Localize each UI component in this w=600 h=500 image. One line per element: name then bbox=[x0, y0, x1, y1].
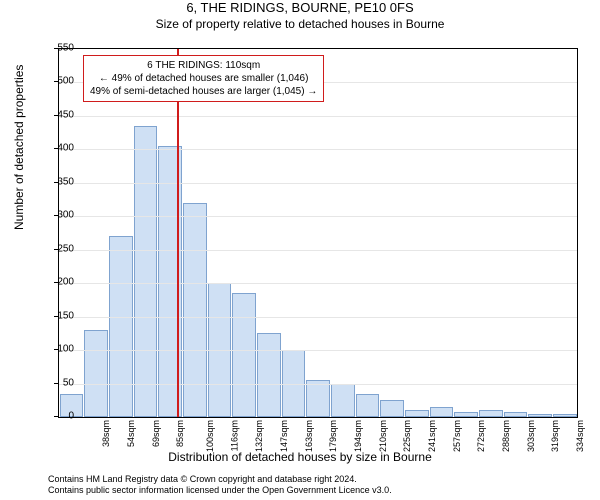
xtick-label: 147sqm bbox=[279, 420, 289, 452]
footer-line1: Contains HM Land Registry data © Crown c… bbox=[48, 474, 392, 485]
gridline bbox=[59, 384, 577, 385]
xtick-label: 163sqm bbox=[304, 420, 314, 452]
footer-line2: Contains public sector information licen… bbox=[48, 485, 392, 496]
gridline bbox=[59, 250, 577, 251]
xtick-label: 69sqm bbox=[151, 420, 161, 447]
gridline bbox=[59, 283, 577, 284]
ytick-label: 250 bbox=[44, 243, 74, 254]
ytick-label: 200 bbox=[44, 277, 74, 288]
xtick-label: 241sqm bbox=[427, 420, 437, 452]
gridline bbox=[59, 216, 577, 217]
ytick-label: 100 bbox=[44, 344, 74, 355]
x-axis-label: Distribution of detached houses by size … bbox=[0, 450, 600, 464]
histogram-bar bbox=[504, 412, 528, 417]
chart-subtitle: Size of property relative to detached ho… bbox=[0, 17, 600, 31]
xtick-label: 38sqm bbox=[101, 420, 111, 447]
gridline bbox=[59, 149, 577, 150]
histogram-bar bbox=[183, 203, 207, 417]
xtick-label: 132sqm bbox=[254, 420, 264, 452]
ytick-label: 0 bbox=[44, 411, 74, 422]
ytick-label: 150 bbox=[44, 310, 74, 321]
annotation-line1: 6 THE RIDINGS: 110sqm bbox=[90, 59, 317, 72]
histogram-bar bbox=[479, 410, 503, 417]
histogram-bar bbox=[454, 412, 478, 417]
xtick-label: 54sqm bbox=[126, 420, 136, 447]
gridline bbox=[59, 116, 577, 117]
histogram-bar bbox=[109, 236, 133, 417]
histogram-bar bbox=[380, 400, 404, 417]
histogram-bar bbox=[84, 330, 108, 417]
gridline bbox=[59, 183, 577, 184]
histogram-bar bbox=[430, 407, 454, 417]
chart-title: 6, THE RIDINGS, BOURNE, PE10 0FS bbox=[0, 0, 600, 15]
annotation-line3: 49% of semi-detached houses are larger (… bbox=[90, 85, 317, 98]
xtick-label: 319sqm bbox=[550, 420, 560, 452]
footer-attribution: Contains HM Land Registry data © Crown c… bbox=[48, 474, 392, 496]
xtick-label: 100sqm bbox=[205, 420, 215, 452]
xtick-label: 85sqm bbox=[175, 420, 185, 447]
chart-plot-area: 6 THE RIDINGS: 110sqm ← 49% of detached … bbox=[58, 48, 578, 418]
gridline bbox=[59, 350, 577, 351]
annotation-box: 6 THE RIDINGS: 110sqm ← 49% of detached … bbox=[83, 55, 324, 102]
ytick-label: 500 bbox=[44, 76, 74, 87]
annotation-line2: ← 49% of detached houses are smaller (1,… bbox=[90, 72, 317, 85]
xtick-label: 272sqm bbox=[476, 420, 486, 452]
xtick-label: 194sqm bbox=[353, 420, 363, 452]
xtick-label: 257sqm bbox=[452, 420, 462, 452]
histogram-bar bbox=[134, 126, 158, 417]
xtick-label: 303sqm bbox=[526, 420, 536, 452]
ytick-label: 450 bbox=[44, 109, 74, 120]
xtick-label: 334sqm bbox=[575, 420, 585, 452]
xtick-label: 210sqm bbox=[378, 420, 388, 452]
xtick-label: 225sqm bbox=[402, 420, 412, 452]
histogram-bar bbox=[528, 414, 552, 417]
histogram-bar bbox=[405, 410, 429, 417]
histogram-bar bbox=[553, 414, 577, 417]
histogram-bar bbox=[306, 380, 330, 417]
ytick-label: 550 bbox=[44, 43, 74, 54]
ytick-label: 400 bbox=[44, 143, 74, 154]
gridline bbox=[59, 317, 577, 318]
ytick-label: 300 bbox=[44, 210, 74, 221]
histogram-bars bbox=[59, 49, 577, 417]
histogram-bar bbox=[257, 333, 281, 417]
ytick-label: 350 bbox=[44, 176, 74, 187]
histogram-bar bbox=[356, 394, 380, 417]
xtick-label: 179sqm bbox=[328, 420, 338, 452]
histogram-bar bbox=[232, 293, 256, 417]
xtick-label: 288sqm bbox=[501, 420, 511, 452]
property-marker-line bbox=[177, 49, 179, 417]
histogram-bar bbox=[331, 384, 355, 417]
y-axis-label: Number of detached properties bbox=[12, 65, 26, 230]
ytick-label: 50 bbox=[44, 377, 74, 388]
xtick-label: 116sqm bbox=[229, 420, 239, 451]
